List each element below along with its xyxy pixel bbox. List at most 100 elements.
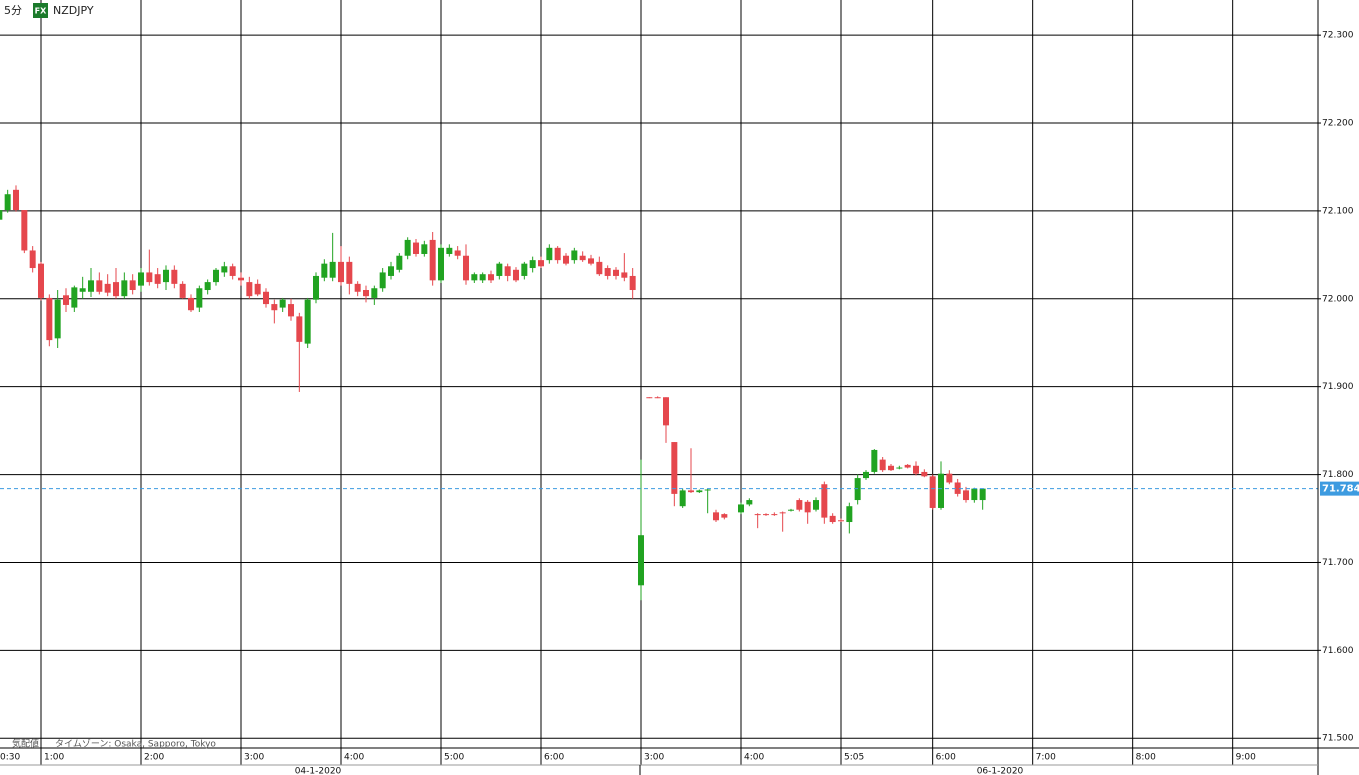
candle-body — [938, 473, 944, 508]
candle-body — [679, 490, 686, 507]
y-tick-label: 72.300 — [1322, 31, 1354, 41]
candle-body — [454, 250, 461, 256]
x-tick-label: 3:00 — [644, 753, 664, 763]
x-tick-label: 3:00 — [244, 753, 264, 763]
candle-body — [396, 255, 403, 270]
candle-body — [238, 277, 244, 281]
x-tick-label: 7:00 — [1036, 753, 1056, 763]
candle-body — [29, 250, 36, 269]
candle-body — [754, 514, 761, 516]
candle-body — [638, 535, 644, 586]
candle-body — [463, 255, 469, 281]
candle-body — [671, 442, 678, 494]
candle-body — [613, 269, 619, 276]
candle-body — [104, 283, 111, 293]
candle-body — [488, 274, 494, 281]
candle-body — [413, 242, 419, 254]
date-label: 06-1-2020 — [977, 767, 1024, 775]
candle-body — [888, 465, 894, 471]
candle-body — [963, 490, 969, 501]
y-tick-label: 72.200 — [1322, 119, 1354, 129]
y-tick-label: 72.000 — [1322, 294, 1354, 304]
candle-body — [663, 397, 669, 426]
candle-body — [821, 484, 828, 518]
candle-body — [204, 282, 211, 291]
candle-body — [371, 288, 378, 298]
y-tick-label: 71.700 — [1322, 558, 1354, 568]
candle-body — [813, 500, 819, 510]
candle-body — [113, 282, 119, 297]
candle-body — [546, 247, 553, 261]
candle-body — [829, 515, 836, 523]
candle-body — [296, 316, 303, 342]
candle-body — [579, 255, 586, 261]
candle-body — [913, 465, 919, 474]
candle-body — [529, 260, 536, 269]
candles — [0, 185, 1318, 601]
axes: 71.500 71.600 71.700 71.800 71.900 72.000 72.1… — [0, 31, 1359, 775]
y-tick-label: 71.600 — [1322, 646, 1354, 656]
candle-body — [4, 194, 11, 211]
candle-body — [521, 263, 528, 276]
candle-body — [213, 269, 219, 283]
candle-body — [846, 506, 853, 523]
candle-body — [313, 275, 319, 300]
candle-body — [329, 261, 336, 278]
candle-body — [271, 304, 278, 311]
candle-body — [96, 280, 103, 292]
candle-body — [879, 459, 886, 471]
candle-body — [446, 247, 453, 254]
candle-body — [763, 514, 769, 516]
candle-body — [979, 488, 986, 501]
candle-body — [721, 514, 728, 518]
candle-body — [38, 263, 44, 298]
y-tick-label: 71.500 — [1322, 734, 1354, 744]
candle-body — [179, 283, 186, 298]
candle-body — [379, 272, 386, 289]
candle-body — [921, 471, 928, 477]
quote-label: 気配値 — [12, 738, 39, 750]
x-tick-label: 6:00 — [936, 753, 956, 763]
candle-body — [604, 268, 611, 276]
candle-body — [354, 283, 361, 292]
candle-body — [771, 514, 778, 516]
grid — [0, 0, 1318, 765]
candle-body — [496, 263, 503, 276]
last-price-box — [1320, 481, 1359, 496]
candle-body — [171, 269, 178, 284]
date-label: 04-1-2020 — [295, 767, 342, 775]
candle-body — [304, 299, 311, 344]
x-tick-label: 6:00 — [544, 753, 564, 763]
candle-body — [629, 275, 636, 291]
candle-body — [479, 274, 486, 281]
candle-body — [871, 449, 878, 472]
candle-body — [696, 490, 703, 493]
candle-body — [46, 297, 53, 341]
candle-body — [13, 189, 19, 211]
candle-body — [438, 247, 444, 281]
y-tick-label: 71.800 — [1322, 470, 1354, 480]
x-tick-label: 8:00 — [1136, 753, 1156, 763]
candle-body — [188, 297, 194, 311]
candle-body — [621, 272, 628, 278]
candle-body — [779, 512, 786, 514]
candle-body — [513, 269, 519, 281]
candle-body — [688, 490, 694, 493]
candle-body — [346, 261, 353, 284]
candle-body — [138, 272, 144, 286]
candle-body — [288, 304, 294, 317]
candle-body — [788, 509, 794, 511]
interval: 5分 — [4, 4, 22, 17]
candle-body — [421, 244, 428, 254]
candle-body — [838, 520, 844, 522]
candle-body — [404, 239, 411, 256]
symbol: NZDJPY — [53, 4, 94, 17]
candle-body — [796, 500, 803, 510]
candle-body — [863, 471, 869, 479]
x-tick-label: 1:00 — [44, 753, 64, 763]
candle-body — [704, 489, 711, 491]
candle-body — [946, 473, 953, 483]
candle-body — [154, 274, 161, 284]
